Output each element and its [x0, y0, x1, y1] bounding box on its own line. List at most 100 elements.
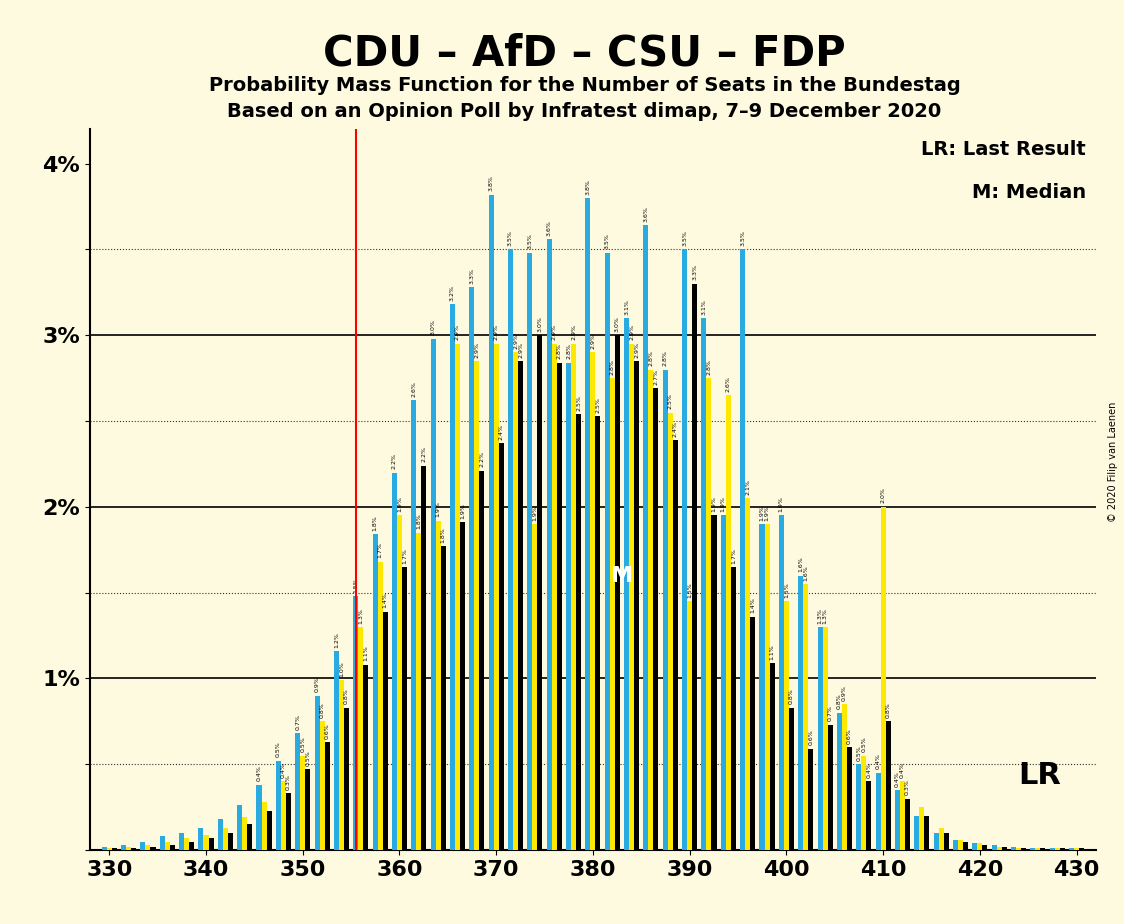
Text: 0.6%: 0.6%: [847, 728, 852, 744]
Bar: [184, 838, 189, 850]
Bar: [300, 756, 306, 850]
Text: 1.9%: 1.9%: [460, 503, 465, 519]
Text: 1.5%: 1.5%: [783, 582, 789, 598]
Bar: [392, 472, 397, 850]
Bar: [827, 724, 833, 850]
Bar: [411, 400, 416, 850]
Text: 1.5%: 1.5%: [353, 577, 359, 592]
Bar: [880, 507, 886, 850]
Text: 1.3%: 1.3%: [359, 608, 363, 624]
Bar: [1069, 848, 1075, 850]
Text: 0.4%: 0.4%: [876, 754, 880, 770]
Bar: [577, 414, 581, 850]
Text: 0.7%: 0.7%: [827, 706, 833, 722]
Text: 2.6%: 2.6%: [411, 382, 416, 397]
Bar: [886, 722, 890, 850]
Text: 0.4%: 0.4%: [895, 771, 900, 786]
Bar: [682, 249, 687, 850]
Text: 3.6%: 3.6%: [546, 220, 552, 236]
Bar: [566, 363, 571, 850]
Text: 0.9%: 0.9%: [315, 676, 319, 692]
Bar: [281, 782, 285, 850]
Bar: [256, 784, 262, 850]
Bar: [493, 344, 499, 850]
Bar: [508, 249, 513, 850]
Bar: [982, 845, 987, 850]
Bar: [750, 616, 755, 850]
Text: 2.2%: 2.2%: [422, 446, 426, 462]
Text: 0.6%: 0.6%: [808, 730, 814, 746]
Bar: [165, 842, 170, 850]
Text: 2.6%: 2.6%: [726, 376, 731, 392]
Bar: [533, 524, 537, 850]
Text: 2.2%: 2.2%: [392, 453, 397, 469]
Bar: [745, 498, 750, 850]
Bar: [760, 524, 764, 850]
Bar: [846, 748, 852, 850]
Text: 2.9%: 2.9%: [513, 333, 518, 349]
Bar: [334, 651, 339, 850]
Bar: [624, 318, 629, 850]
Bar: [615, 335, 619, 850]
Bar: [513, 352, 518, 850]
Text: 2.8%: 2.8%: [649, 350, 653, 366]
Bar: [126, 846, 132, 850]
Bar: [1021, 848, 1026, 850]
Bar: [296, 734, 300, 850]
Bar: [242, 818, 247, 850]
Bar: [121, 845, 126, 850]
Bar: [546, 239, 552, 850]
Bar: [319, 722, 325, 850]
Bar: [450, 304, 455, 850]
Text: 2.9%: 2.9%: [474, 342, 479, 358]
Bar: [804, 584, 808, 850]
Bar: [663, 370, 668, 850]
Bar: [1031, 848, 1035, 850]
Text: 0.4%: 0.4%: [900, 762, 905, 778]
Text: 0.3%: 0.3%: [285, 774, 291, 790]
Text: 3.0%: 3.0%: [615, 316, 619, 332]
Text: 1.2%: 1.2%: [334, 632, 338, 648]
Bar: [455, 344, 460, 850]
Bar: [397, 516, 402, 850]
Bar: [668, 412, 673, 850]
Text: LR: LR: [1018, 761, 1061, 790]
Text: 1.7%: 1.7%: [402, 548, 407, 564]
Bar: [1050, 848, 1054, 850]
Bar: [653, 388, 659, 850]
Bar: [711, 516, 716, 850]
Bar: [537, 335, 543, 850]
Text: 3.0%: 3.0%: [430, 320, 436, 335]
Text: 1.3%: 1.3%: [817, 608, 823, 624]
Text: 3.1%: 3.1%: [701, 298, 707, 315]
Bar: [416, 532, 422, 850]
Text: 0.4%: 0.4%: [281, 762, 285, 778]
Bar: [944, 833, 949, 850]
Text: 2.9%: 2.9%: [590, 333, 596, 349]
Bar: [436, 520, 441, 850]
Bar: [977, 844, 982, 850]
Text: 1.8%: 1.8%: [416, 514, 422, 529]
Text: 0.7%: 0.7%: [296, 714, 300, 730]
Bar: [997, 846, 1001, 850]
Text: 2.1%: 2.1%: [745, 479, 750, 495]
Text: 3.1%: 3.1%: [624, 298, 629, 315]
Bar: [402, 567, 407, 850]
Bar: [189, 842, 194, 850]
Bar: [441, 546, 446, 850]
Text: 2.9%: 2.9%: [629, 324, 634, 340]
Bar: [107, 848, 111, 850]
Bar: [422, 466, 426, 850]
Bar: [199, 828, 203, 850]
Bar: [934, 833, 939, 850]
Bar: [939, 828, 944, 850]
Text: 3.8%: 3.8%: [586, 178, 590, 195]
Text: 1.7%: 1.7%: [378, 542, 382, 558]
Text: 3.3%: 3.3%: [692, 264, 697, 280]
Bar: [160, 836, 165, 850]
Bar: [1010, 846, 1016, 850]
Bar: [1035, 848, 1041, 850]
Text: 2.5%: 2.5%: [596, 396, 600, 412]
Bar: [223, 828, 228, 850]
Text: 2.9%: 2.9%: [571, 324, 577, 340]
